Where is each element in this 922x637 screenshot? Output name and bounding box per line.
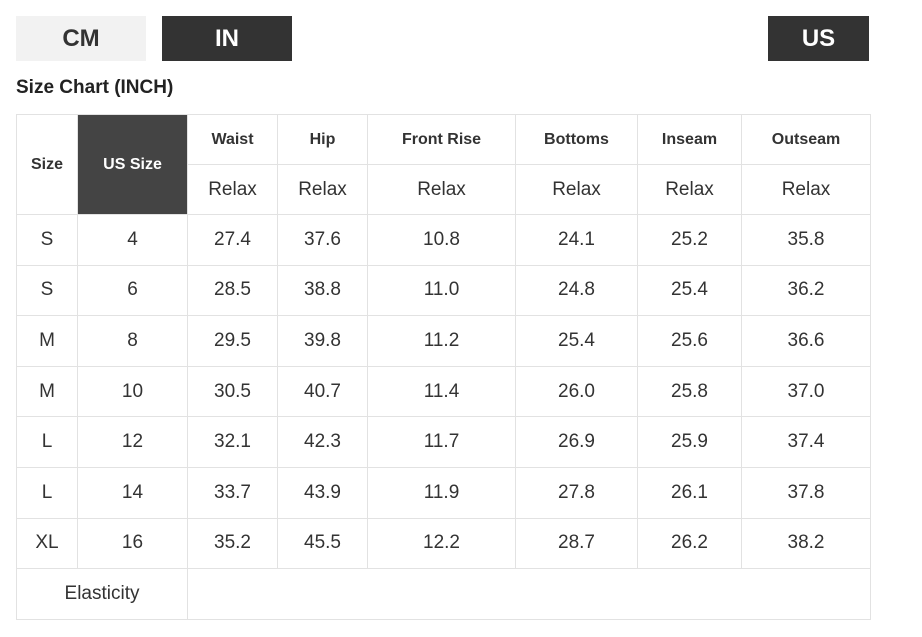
unit-button[interactable]: CM	[16, 16, 146, 61]
subheader-cell: Relax	[277, 164, 368, 215]
cell: L	[16, 466, 78, 519]
header-cell: Hip	[277, 114, 368, 165]
cell: 14	[77, 466, 188, 519]
header-cell: Inseam	[637, 114, 742, 165]
cell: S	[16, 214, 78, 266]
cell: 24.8	[515, 264, 638, 317]
cell: 26.0	[515, 365, 638, 418]
cell: 12.2	[367, 517, 516, 570]
cell: 30.5	[187, 365, 278, 418]
cell: 11.2	[367, 315, 516, 367]
header-cell: Outseam	[741, 114, 871, 165]
cell: XL	[16, 517, 78, 570]
footer-row: Elasticity	[16, 568, 871, 620]
cell: 6	[77, 264, 188, 317]
header-row: Size US Size Waist Hip Front Rise Bottoms Inse…	[16, 114, 871, 215]
cell: 8	[77, 315, 188, 367]
subheader-cell: Relax	[187, 164, 278, 215]
cell: 40.7	[277, 365, 368, 418]
cell: 37.6	[277, 214, 368, 266]
data-row: M 8 29.5 39.8 11.2 25.4 25.6 36.6	[16, 315, 871, 367]
cell: 25.4	[637, 264, 742, 317]
region-button[interactable]: US	[768, 16, 869, 61]
cell: 38.2	[741, 517, 871, 570]
cell: 42.3	[277, 416, 368, 468]
header-cell: Bottoms	[515, 114, 638, 165]
chart-title: Size Chart (INCH)	[16, 77, 174, 98]
cell: 37.4	[741, 416, 871, 468]
cell: 28.5	[187, 264, 278, 317]
cell: 24.1	[515, 214, 638, 266]
cell: 43.9	[277, 466, 368, 519]
header-cell: Waist	[187, 114, 278, 165]
cell: 4	[77, 214, 188, 266]
cell: M	[16, 365, 78, 418]
cell: 39.8	[277, 315, 368, 367]
subheader-row: Relax Relax Relax Relax Relax Relax	[17, 164, 871, 215]
cell: 25.8	[637, 365, 742, 418]
cell: 36.2	[741, 264, 871, 317]
cell: 33.7	[187, 466, 278, 519]
cell: 16	[77, 517, 188, 570]
subheader-cell: Relax	[515, 164, 638, 215]
header-cell: Size	[16, 114, 78, 215]
subheader-cell: Relax	[741, 164, 871, 215]
cell: 25.4	[515, 315, 638, 367]
cell: 11.0	[367, 264, 516, 317]
cell: 32.1	[187, 416, 278, 468]
cell: 35.2	[187, 517, 278, 570]
cell: 10.8	[367, 214, 516, 266]
cell: 28.7	[515, 517, 638, 570]
cell: L	[16, 416, 78, 468]
header-cell: US Size	[77, 114, 188, 215]
data-row: L 12 32.1 42.3 11.7 26.9 25.9 37.4	[16, 416, 871, 468]
cell: 38.8	[277, 264, 368, 317]
cell: 27.8	[515, 466, 638, 519]
subheader-cell: Relax	[637, 164, 742, 215]
cell: 26.1	[637, 466, 742, 519]
data-row: XL 16 35.2 45.5 12.2 28.7 26.2 38.2	[16, 517, 871, 570]
subheader-cell: Relax	[367, 164, 516, 215]
cell: 11.9	[367, 466, 516, 519]
unit-button[interactable]: IN	[162, 16, 292, 61]
cell: 11.4	[367, 365, 516, 418]
cell: 26.9	[515, 416, 638, 468]
data-row: S 6 28.5 38.8 11.0 24.8 25.4 36.2	[16, 264, 871, 317]
cell: 37.0	[741, 365, 871, 418]
data-row: L 14 33.7 43.9 11.9 27.8 26.1 37.8	[16, 466, 871, 519]
cell: 25.9	[637, 416, 742, 468]
cell: 25.6	[637, 315, 742, 367]
cell: S	[16, 264, 78, 317]
cell: 26.2	[637, 517, 742, 570]
cell: 27.4	[187, 214, 278, 266]
header-cell: Front Rise	[367, 114, 516, 165]
cell: 37.8	[741, 466, 871, 519]
data-row: M 10 30.5 40.7 11.4 26.0 25.8 37.0	[16, 365, 871, 418]
cell: 25.2	[637, 214, 742, 266]
footer-cell: Elasticity	[16, 568, 188, 620]
cell: 10	[77, 365, 188, 418]
cell: 45.5	[277, 517, 368, 570]
empty-cell	[187, 568, 871, 620]
cell: 11.7	[367, 416, 516, 468]
cell: 35.8	[741, 214, 871, 266]
cell: 36.6	[741, 315, 871, 367]
size-table: Size US Size Waist Hip Front Rise Bottoms Inse…	[16, 114, 871, 620]
cell: 12	[77, 416, 188, 468]
cell: M	[16, 315, 78, 367]
data-row: S 4 27.4 37.6 10.8 24.1 25.2 35.8	[16, 214, 871, 266]
cell: 29.5	[187, 315, 278, 367]
